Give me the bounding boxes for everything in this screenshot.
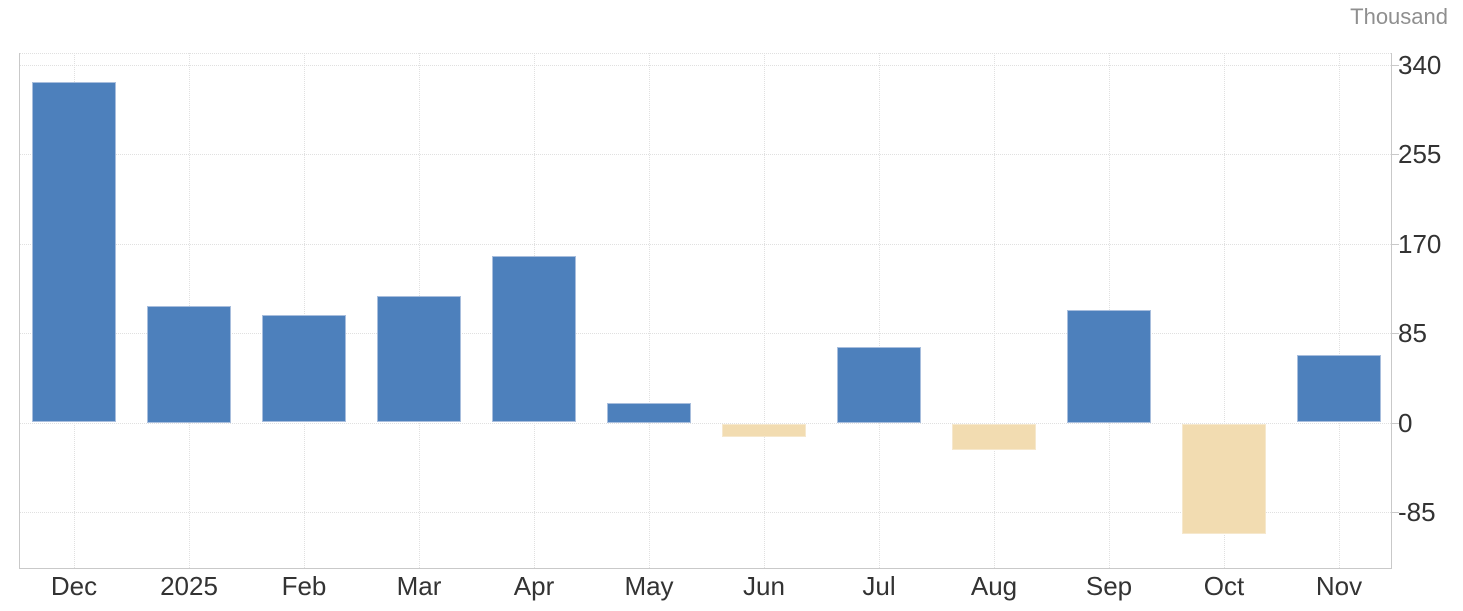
y-axis-tick-label: 340	[1398, 50, 1442, 80]
y-axis-line-right	[1391, 53, 1392, 568]
bar-jun[interactable]	[722, 424, 806, 437]
h-gridline	[19, 244, 1391, 245]
x-axis-label: Feb	[281, 571, 327, 601]
v-gridline	[304, 53, 305, 568]
x-axis-label: Nov	[1315, 571, 1363, 601]
v-gridline	[1339, 53, 1340, 568]
bar-may[interactable]	[607, 403, 691, 423]
x-axis-label: 2025	[160, 571, 218, 601]
y-axis-tick-label: 85	[1398, 318, 1427, 348]
bar-2025[interactable]	[147, 306, 231, 423]
x-axis-label: Dec	[50, 571, 98, 601]
y-axis-tick-label: 255	[1398, 139, 1442, 169]
x-axis-label: Jun	[743, 571, 785, 601]
v-gridline	[649, 53, 650, 568]
v-gridline	[764, 53, 765, 568]
y-axis-tick-label: 0	[1398, 408, 1413, 438]
bar-nov[interactable]	[1297, 355, 1381, 422]
v-gridline	[879, 53, 880, 568]
x-axis-line	[19, 568, 1392, 569]
y-axis-tick	[1392, 65, 1399, 66]
y-axis-tick	[1392, 512, 1399, 513]
y-axis-line-left	[19, 53, 20, 568]
h-gridline	[19, 423, 1391, 424]
v-gridline	[994, 53, 995, 568]
h-gridline	[19, 65, 1391, 66]
x-axis-label: Mar	[396, 571, 442, 601]
x-axis-label: Oct	[1203, 571, 1245, 601]
bar-jul[interactable]	[837, 347, 921, 423]
y-axis-tick	[1392, 154, 1399, 155]
bar-sep[interactable]	[1067, 310, 1151, 423]
y-axis-tick-label: 170	[1398, 229, 1442, 259]
x-axis-label: Apr	[513, 571, 555, 601]
x-axis-label: Sep	[1085, 571, 1133, 601]
x-axis-label: Jul	[862, 571, 896, 601]
bar-apr[interactable]	[492, 256, 576, 422]
x-axis-label: May	[624, 571, 674, 601]
bar-feb[interactable]	[262, 315, 346, 422]
bar-dec[interactable]	[32, 82, 116, 422]
v-gridline	[1224, 53, 1225, 568]
bar-oct[interactable]	[1182, 424, 1266, 534]
x-axis-label: Aug	[970, 571, 1018, 601]
y-axis-tick	[1392, 333, 1399, 334]
bar-mar[interactable]	[377, 296, 461, 422]
bar-aug[interactable]	[952, 424, 1036, 450]
y-axis-unit-label: Thousand	[1350, 4, 1448, 29]
h-gridline	[19, 154, 1391, 155]
y-axis-tick	[1392, 423, 1399, 424]
y-axis-tick-label: -85	[1398, 497, 1436, 527]
plot-top-border	[19, 53, 1391, 54]
h-gridline	[19, 512, 1391, 513]
y-axis-tick	[1392, 244, 1399, 245]
h-gridline	[19, 333, 1391, 334]
